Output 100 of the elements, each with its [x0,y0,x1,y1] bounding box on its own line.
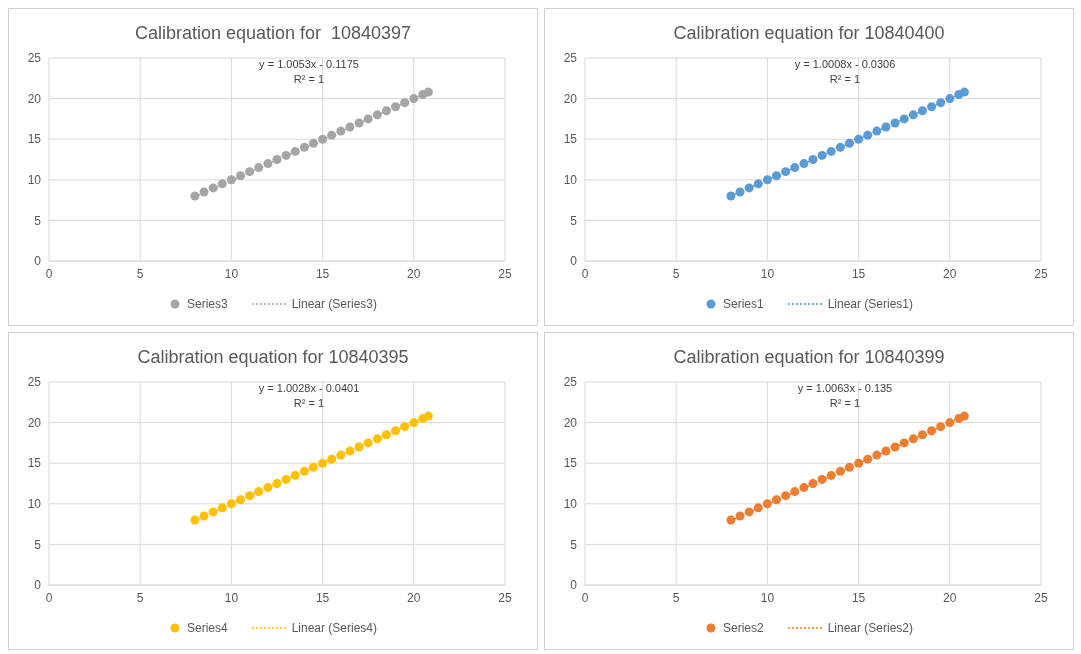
chart-title: Calibration equation for 10840400 [672,22,946,45]
point [409,418,419,428]
annotation: y = 1.0053x - 0.1175 [259,57,359,72]
point [254,163,264,173]
point [959,87,969,97]
y-tick-label: 0 [570,578,578,593]
annotation: R² = 1 [292,72,326,87]
point [308,138,318,148]
point [844,138,854,148]
y-tick-label: 15 [27,132,42,147]
point [190,191,200,201]
y-tick-label: 5 [34,213,42,228]
annotation: y = 1.0063x - 0.135 [797,381,893,396]
point [927,102,937,112]
point [236,171,246,181]
legend-label: Series1 [722,297,764,311]
legend-label: Series2 [722,621,764,635]
y-tick-label: 5 [34,537,42,552]
legend-label: Linear (Series1) [827,297,914,311]
point [959,411,969,421]
x-tick-label: 20 [943,266,957,281]
x-tick-label: 25 [1034,590,1048,605]
x-tick-label: 25 [1034,266,1048,281]
chart-title: Calibration equation for 10840399 [672,346,946,369]
y-tick-label: 0 [34,254,42,269]
point [790,487,800,497]
point [936,98,946,108]
y-tick-label: 5 [570,537,578,552]
point [781,491,791,501]
x-tick-label: 5 [136,266,144,281]
point [299,142,309,152]
y-tick-label: 20 [563,91,578,106]
point [844,462,854,472]
chart-title: Calibration equation for 10840397 [133,22,413,45]
y-tick-label: 15 [27,456,42,471]
point [726,191,736,201]
annotation: y = 1.0028x - 0.0401 [258,381,360,396]
y-tick-label: 25 [27,51,42,66]
x-tick-label: 5 [672,266,680,281]
x-tick-label: 10 [224,266,239,281]
x-tick-label: 0 [45,266,53,281]
y-tick-label: 25 [563,375,578,390]
y-tick-label: 15 [563,132,578,147]
annotation: R² = 1 [828,396,862,411]
x-tick-label: 10 [760,590,775,605]
point [400,422,410,432]
point [245,491,255,501]
x-tick-label: 5 [672,590,680,605]
point [945,94,955,104]
legend-label: Linear (Series2) [827,621,914,635]
point [190,515,200,525]
x-tick-label: 25 [498,590,512,605]
y-tick-label: 25 [27,375,42,390]
x-tick-label: 15 [851,590,866,605]
chart-title: Calibration equation for 10840395 [136,346,410,369]
point [381,106,391,116]
x-tick-label: 0 [45,590,53,605]
x-tick-label: 25 [498,266,512,281]
point [423,87,433,97]
point [391,426,401,436]
annotation: R² = 1 [828,72,862,87]
x-tick-label: 20 [407,590,421,605]
annotation: R² = 1 [292,396,326,411]
y-tick-label: 20 [27,415,42,430]
point [726,515,736,525]
point [299,466,309,476]
y-tick-label: 10 [563,173,578,188]
y-tick-label: 20 [27,91,42,106]
legend-label: Linear (Series3) [291,297,378,311]
y-tick-label: 10 [27,497,42,512]
y-tick-label: 25 [563,51,578,66]
point [835,466,845,476]
point [917,430,927,440]
y-tick-label: 20 [563,415,578,430]
x-tick-label: 10 [224,590,239,605]
legend-label: Linear (Series4) [291,621,378,635]
x-tick-label: 15 [315,266,330,281]
point [236,495,246,505]
x-tick-label: 10 [760,266,775,281]
y-tick-label: 0 [34,578,42,593]
legend-label: Series3 [186,297,228,311]
y-tick-label: 10 [563,497,578,512]
point [790,163,800,173]
point [400,98,410,108]
point [772,171,782,181]
point [423,411,433,421]
legend-label: Series4 [186,621,228,635]
y-tick-label: 5 [570,213,578,228]
point [927,426,937,436]
x-tick-label: 0 [581,266,589,281]
point [835,142,845,152]
point [391,102,401,112]
y-tick-label: 10 [27,173,42,188]
point [245,167,255,177]
x-tick-label: 20 [407,266,421,281]
point [254,487,264,497]
point [772,495,782,505]
point [308,462,318,472]
x-tick-label: 0 [581,590,589,605]
x-tick-label: 15 [851,266,866,281]
